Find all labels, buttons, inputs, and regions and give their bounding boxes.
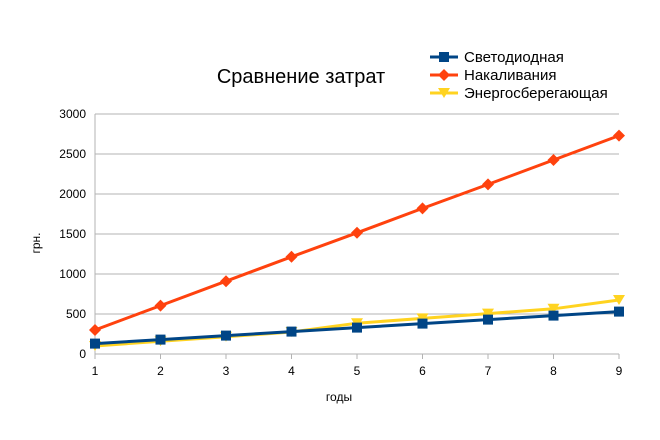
data-point (155, 334, 166, 345)
data-point (221, 330, 231, 341)
data-point (154, 299, 167, 312)
y-tick-label: 1000 (59, 267, 86, 281)
y-tick-label: 3000 (59, 107, 86, 121)
legend-marker (438, 69, 450, 81)
data-point (352, 322, 362, 333)
series-diamond (89, 129, 625, 336)
data-point (483, 314, 493, 325)
x-tick-label: 4 (288, 364, 295, 378)
legend-item: Энергосберегающая (430, 85, 608, 102)
data-point (285, 250, 298, 263)
x-tick-label: 1 (92, 364, 99, 378)
legend-marker (438, 88, 450, 98)
series-square (90, 306, 624, 349)
data-point (482, 308, 494, 319)
legend-marker (439, 52, 449, 62)
data-point (89, 324, 101, 336)
data-point (416, 313, 429, 324)
x-axis-title: годы (326, 390, 352, 404)
y-axis-title: грн. (29, 232, 43, 253)
data-point (613, 295, 625, 305)
data-point (614, 306, 624, 317)
data-point (547, 154, 560, 166)
legend-item: Светодиодная (430, 49, 564, 66)
data-point (90, 338, 100, 349)
x-tick-label: 2 (157, 364, 164, 378)
x-tick-label: 3 (223, 364, 230, 378)
y-tick-label: 500 (66, 307, 86, 321)
axes (94, 114, 620, 359)
x-tick-label: 9 (616, 364, 623, 378)
x-tick-label: 8 (550, 364, 557, 378)
data-point (417, 318, 428, 329)
y-tick-label: 1500 (59, 227, 86, 241)
y-tick-labels: 0 500 1000 1500 2000 2500 3000 (59, 107, 86, 361)
y-tick-label: 0 (79, 347, 86, 361)
x-tick-labels: 1 2 3 4 5 6 7 8 9 (92, 364, 623, 378)
x-tick-label: 6 (419, 364, 426, 378)
series (89, 129, 625, 351)
legend-label: Энергосберегающая (464, 85, 608, 102)
data-point (286, 326, 297, 337)
legend-label: Светодиодная (464, 49, 564, 66)
data-point (220, 275, 232, 288)
data-point (547, 303, 560, 314)
legend-item: Накаливания (430, 67, 556, 84)
y-tick-label: 2000 (59, 187, 86, 201)
x-tick-label: 5 (354, 364, 361, 378)
legend-label: Накаливания (464, 67, 556, 84)
data-point (548, 310, 559, 321)
data-point (613, 129, 625, 142)
data-point (416, 202, 429, 215)
data-point (351, 226, 363, 239)
grid-lines (95, 113, 619, 315)
chart-title: Сравнение затрат (217, 66, 385, 88)
y-tick-label: 2500 (59, 147, 86, 161)
data-point (482, 178, 494, 191)
x-tick-label: 7 (485, 364, 492, 378)
